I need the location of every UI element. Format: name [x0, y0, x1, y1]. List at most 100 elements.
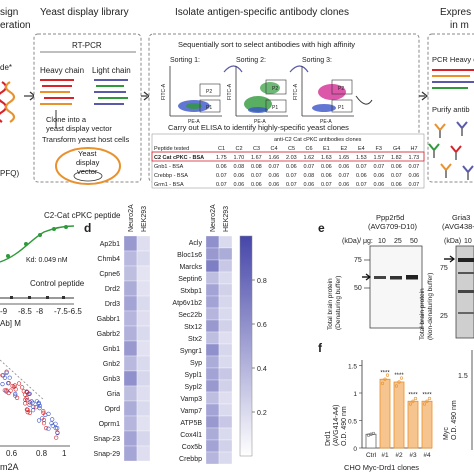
- heatmap-col-label: HEK293: [223, 206, 230, 232]
- scatter-plot: [0, 359, 70, 447]
- heatmap-row-label: Vamp7: [180, 408, 202, 415]
- heatmap-cell: [205, 295, 220, 309]
- elisa-cell: 1.82: [391, 155, 402, 161]
- elisa-cell: 0.07: [391, 173, 402, 179]
- blot1-bands: [374, 275, 418, 280]
- bar-point: [385, 373, 390, 377]
- heatmap-cell: [136, 445, 151, 462]
- heatmap-cell: [123, 340, 138, 357]
- isolate-title: Isolate antigen-specific antibody clones: [175, 7, 349, 18]
- heatmap-cell: [136, 385, 151, 402]
- elisa-cell: 1.65: [339, 155, 350, 161]
- elisa-cell: 1.63: [321, 155, 332, 161]
- scatter-point: [37, 403, 43, 409]
- fitc-label-1: FITC-A: [161, 83, 167, 100]
- heatmap-cell: [136, 250, 151, 267]
- heatmap-row-label: Gnb1: [103, 346, 120, 353]
- top-strip: sign eration de* PFQ) Yeast display libr…: [0, 7, 474, 189]
- elisa-cell: 0.06: [304, 182, 315, 188]
- bar-point: [425, 399, 429, 403]
- c-bottom-label: m2A: [0, 462, 19, 472]
- pe-label-2: PE-A: [254, 119, 266, 125]
- fitc-label-2: FITC-A: [227, 83, 233, 100]
- elisa-row-label: Gnb1 - BSA: [154, 164, 184, 170]
- heatmap-cell: [218, 355, 233, 369]
- lane-2: 25: [394, 238, 402, 245]
- c-xticks: -9 -8.5 -8 -7.5 -6.5: [0, 307, 82, 316]
- bar-point: [383, 377, 387, 381]
- heatmap-cell: [218, 427, 233, 441]
- c-xtick: -6.5: [68, 307, 82, 316]
- heatmap-row-label: Cpne6: [99, 271, 120, 278]
- heatmap-cell: [136, 325, 151, 342]
- elisa-cell: 0.06: [409, 173, 420, 179]
- heatmap-cell: [218, 235, 233, 249]
- elisa-cell: 0.07: [251, 173, 262, 179]
- lane-1: 10: [378, 238, 386, 245]
- heatmap-cell: [136, 370, 151, 387]
- elisa-cell: 2.03: [286, 155, 297, 161]
- elisa-col-header: F3: [376, 146, 382, 152]
- scatter-point: [4, 369, 9, 374]
- heatmap-cell: [123, 445, 138, 462]
- scatter-point: [37, 406, 42, 411]
- elisa-col-header: C5: [288, 146, 295, 152]
- heatmap-row-label: Vamp3: [180, 396, 202, 403]
- elisa-cell: 0.08: [234, 164, 245, 170]
- heatmap-scale-tick: 0.4: [257, 366, 267, 373]
- blot2-marker-75: 75: [440, 265, 448, 272]
- elisa-cell: 0.08: [251, 164, 262, 170]
- heatmap-row-label: Syp: [190, 360, 202, 367]
- scatter-point: [27, 410, 33, 416]
- elisa-cell: 0.08: [304, 173, 315, 179]
- antibody-icon: [456, 121, 468, 136]
- f-xtick: #1: [381, 452, 389, 459]
- scatter-point: [27, 402, 32, 407]
- f-right-label-a: Myc: [443, 427, 450, 440]
- elisa-cell: 1.66: [269, 155, 280, 161]
- scatter-point: [53, 426, 58, 431]
- elisa-cell: 0.06: [339, 164, 350, 170]
- scatter-point: [2, 375, 8, 380]
- heatmap-cell: [136, 265, 151, 282]
- scatter-point: [39, 416, 45, 421]
- heatmap-cell: [123, 250, 138, 267]
- bar-chart: 1.5 1 0.5 0 Ctrl **** #1 **** #2 **** #3 **** #4: [348, 360, 433, 459]
- facs-plot-1: Sorting 1: FITC-A PE-A P2 P1: [161, 57, 222, 125]
- binding-points: [6, 225, 68, 258]
- c-xlabel: Ab] M: [0, 319, 21, 328]
- expr-box: [427, 33, 474, 183]
- blot-1: [369, 245, 423, 329]
- heatmap-row-label: Stxbp1: [180, 288, 202, 295]
- scatter-point: [16, 381, 22, 386]
- elisa-cell: 0.07: [409, 182, 420, 188]
- scatter-point: [8, 388, 13, 393]
- heatmap-cell: [205, 283, 220, 297]
- heatmap-cell: [218, 259, 233, 273]
- heatmap-row-label: Gnb2: [103, 361, 120, 368]
- heatmap-row-label: Stx2: [188, 336, 202, 343]
- fitc-label-3: FITC-A: [293, 83, 299, 100]
- transform-label: Transform yeast host cells: [42, 135, 129, 144]
- blot1-ylabel-b: (Denaturing buffer): [335, 276, 342, 330]
- heatmap-cell: [136, 400, 151, 417]
- elisa-cell: 1.75: [216, 155, 227, 161]
- heatmap-cell: [205, 307, 220, 321]
- elisa-cell: 0.06: [339, 182, 350, 188]
- cut-star: de*: [0, 63, 12, 72]
- scatter-point: [46, 426, 51, 431]
- heatmap-cell: [218, 271, 233, 285]
- heatmap-row-label: Oprm1: [99, 421, 121, 428]
- scatter-point: [41, 421, 47, 426]
- heatmap-cell: [123, 415, 138, 432]
- elisa-cell: 0.06: [391, 164, 402, 170]
- light-chain-lines: [94, 79, 128, 105]
- panel-c: C2-Cat cPKC peptide Kd: 0.049 nM Control…: [0, 211, 121, 472]
- heatmap-cell: [136, 415, 151, 432]
- heatmap-row-label: Snap-23: [94, 436, 121, 443]
- bar-point: [411, 399, 415, 403]
- yeast-cell-icon: [55, 147, 121, 185]
- lanes-header: (kDa)/ μg:: [342, 238, 373, 245]
- p2-label-2: P2: [272, 86, 278, 92]
